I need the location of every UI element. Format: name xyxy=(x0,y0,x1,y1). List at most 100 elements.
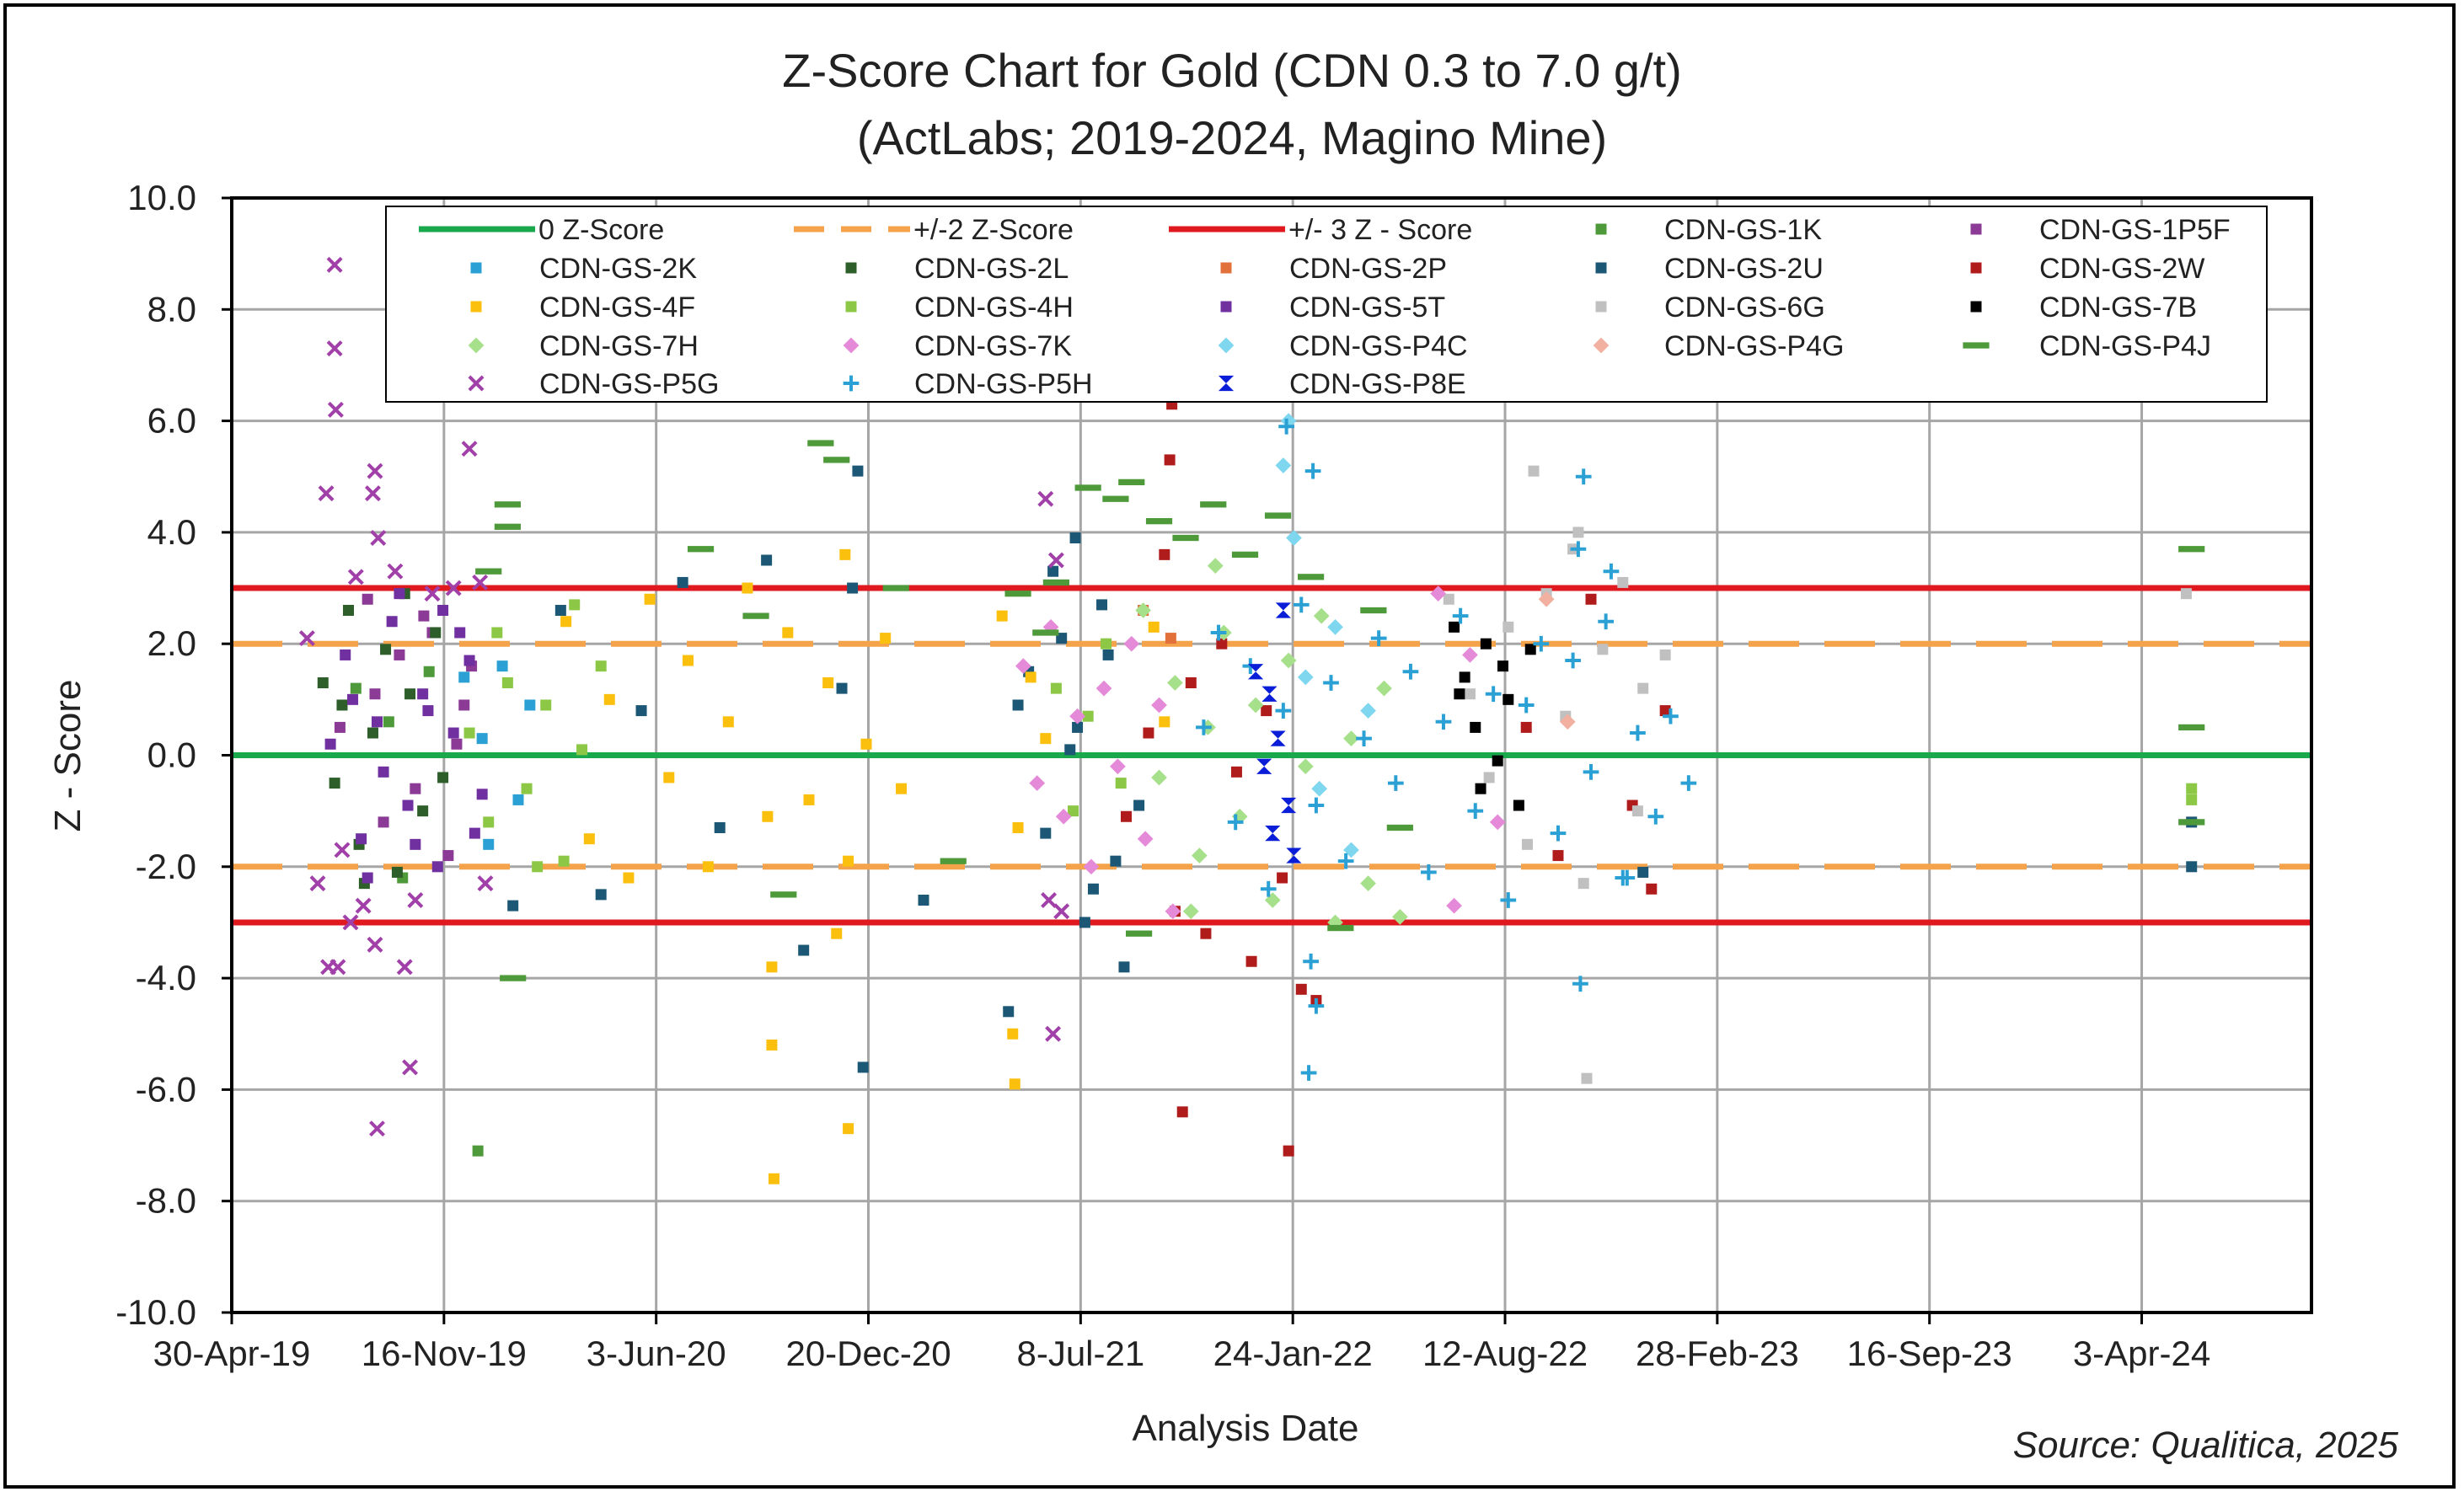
data-point xyxy=(336,699,348,711)
data-point xyxy=(1096,599,1108,611)
data-point xyxy=(1637,682,1649,694)
data-point xyxy=(1370,630,1387,646)
data-point xyxy=(1513,799,1524,811)
y-tick-label: -2.0 xyxy=(136,847,196,886)
data-point xyxy=(1245,955,1257,967)
data-point xyxy=(823,457,850,463)
legend-item-cdn-gs-p4c: CDN-GS-P4C xyxy=(1218,330,1468,362)
data-point xyxy=(463,655,475,666)
data-point xyxy=(1053,903,1070,920)
data-point xyxy=(1480,638,1492,650)
data-point xyxy=(451,738,463,750)
legend-label: CDN-GS-4F xyxy=(539,291,695,323)
series-cdn-gs-p5g xyxy=(298,256,1070,1137)
data-point xyxy=(882,585,909,591)
legend-label: CDN-GS-2P xyxy=(1289,253,1447,285)
legend-item-cdn-gs-p5h: CDN-GS-P5H xyxy=(843,368,1093,400)
data-point xyxy=(1297,669,1314,686)
legend-swatch xyxy=(470,301,482,313)
data-point xyxy=(1072,721,1084,733)
data-point xyxy=(1356,730,1372,747)
legend-swatch xyxy=(1220,262,1232,274)
legend-item-cdn-gs-p4g: CDN-GS-P4G xyxy=(1593,330,1844,362)
data-point xyxy=(1619,869,1636,886)
data-point xyxy=(1040,827,1052,839)
y-axis-label: Z - Score xyxy=(47,680,88,832)
data-point xyxy=(1386,824,1413,831)
data-point xyxy=(762,810,774,822)
legend-item-cdn-gs-4h: CDN-GS-4H xyxy=(845,291,1074,323)
data-point xyxy=(1042,579,1069,586)
data-point xyxy=(1500,892,1517,908)
data-point xyxy=(494,501,521,508)
data-point xyxy=(1151,769,1167,786)
data-point xyxy=(860,738,872,750)
x-tick-label: 8-Jul-21 xyxy=(1016,1334,1144,1373)
data-point xyxy=(1565,652,1581,669)
data-point xyxy=(1231,808,1248,825)
data-point xyxy=(1176,1106,1188,1118)
data-point xyxy=(1376,680,1392,697)
data-point xyxy=(831,928,843,939)
data-point xyxy=(677,576,688,588)
data-point xyxy=(822,677,834,689)
data-point xyxy=(595,660,607,672)
legend-swatch xyxy=(1970,223,1982,235)
data-point xyxy=(356,833,367,845)
data-point xyxy=(896,783,908,794)
data-point xyxy=(387,563,404,580)
data-point xyxy=(378,816,389,828)
legend-label: +/-2 Z-Score xyxy=(913,214,1074,246)
data-point xyxy=(309,875,326,892)
y-tick-label: -8.0 xyxy=(136,1181,196,1221)
data-point xyxy=(782,627,794,639)
legend-item-cdn-gs-1k: CDN-GS-1K xyxy=(1595,214,1822,246)
data-point xyxy=(1227,814,1244,831)
legend-swatch xyxy=(468,375,485,392)
data-point xyxy=(1275,602,1291,618)
data-point xyxy=(1343,730,1359,747)
data-point xyxy=(1159,716,1170,728)
data-point xyxy=(1421,864,1437,880)
data-point xyxy=(1435,714,1452,730)
data-point xyxy=(1095,680,1112,697)
data-point xyxy=(1597,644,1609,655)
legend-item-3-z-score: +/- 3 Z - Score xyxy=(1169,214,1472,246)
data-point xyxy=(1293,596,1310,613)
legend-item-cdn-gs-5t: CDN-GS-5T xyxy=(1220,291,1445,323)
data-point xyxy=(396,959,413,976)
data-point xyxy=(1464,688,1476,700)
data-point xyxy=(334,721,345,733)
data-point xyxy=(472,1145,484,1157)
series-cdn-gs-2l xyxy=(317,588,449,890)
data-point xyxy=(1261,686,1278,702)
data-point xyxy=(1068,805,1079,817)
data-point xyxy=(469,827,480,839)
data-point xyxy=(431,861,443,873)
data-point xyxy=(1327,924,1354,932)
data-point xyxy=(407,892,424,908)
y-tick-label: 0.0 xyxy=(147,735,196,775)
data-point xyxy=(644,593,656,605)
data-point xyxy=(1295,983,1307,995)
legend-item-cdn-gs-4f: CDN-GS-4F xyxy=(470,291,695,323)
data-point xyxy=(742,612,769,619)
data-point xyxy=(340,649,351,660)
data-point xyxy=(1102,649,1114,660)
data-point xyxy=(1069,708,1085,724)
data-point xyxy=(477,875,494,892)
data-point xyxy=(1231,551,1259,558)
data-point xyxy=(1079,917,1090,928)
data-point xyxy=(424,585,441,602)
data-point xyxy=(1585,593,1597,605)
data-point xyxy=(1167,675,1183,691)
data-point xyxy=(496,660,508,672)
data-point xyxy=(1497,660,1509,672)
data-point xyxy=(391,866,403,878)
data-point xyxy=(1007,1028,1019,1040)
data-point xyxy=(1280,652,1297,669)
data-point xyxy=(1064,744,1076,756)
legend-item-0-z-score: 0 Z-Score xyxy=(419,214,664,246)
data-point xyxy=(1261,705,1272,717)
data-point xyxy=(524,699,536,711)
